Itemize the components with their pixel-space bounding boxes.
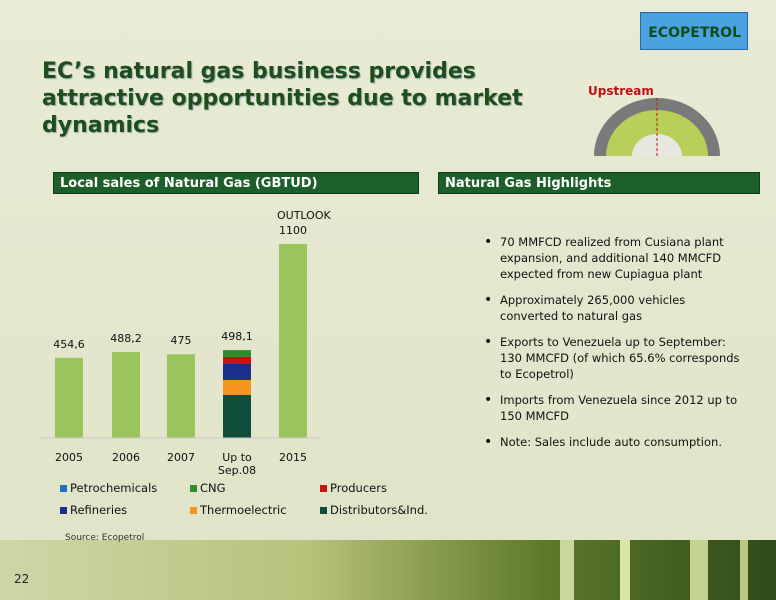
bar [112,351,140,438]
legend-swatch [190,507,197,514]
highlights-header: Natural Gas Highlights [438,172,760,194]
forest-strip [0,540,776,600]
legend-swatch [320,485,327,492]
highlights-list: 70 MMFCD realized from Cusiana plant exp… [484,234,746,460]
value-label: 498,1 [221,330,253,344]
highlight-item: Approximately 265,000 vehicles converted… [484,292,746,324]
stack-segment [223,356,251,364]
x-tick-label: Up to Sep.08 [217,451,257,477]
x-tick-label: 2006 [112,451,140,464]
legend-swatch [60,485,67,492]
x-tick-label: 2005 [55,451,83,464]
legend-label: Refineries [70,503,128,517]
highlight-item: 70 MMFCD realized from Cusiana plant exp… [484,234,746,282]
x-tick-label: 2007 [167,451,195,464]
value-label: 1100 [279,224,307,237]
value-label: 488,2 [110,331,142,345]
legend-swatch [320,507,327,514]
stack-segment [223,394,251,438]
x-tick-label: 2015 [279,451,307,464]
legend-label: Thermoelectric [200,503,287,517]
bar [167,354,195,438]
upstream-dial [594,98,720,156]
legend-label: Distributors&Ind. [330,503,428,517]
logo: ECOPETROL [640,12,748,50]
annotation: OUTLOOK [277,209,331,222]
highlight-item: Note: Sales include auto consumption. [484,434,746,450]
page-number: 22 [14,572,30,586]
value-label: 454,6 [53,337,85,351]
chart-title: Local sales of Natural Gas (GBTUD) [53,172,419,194]
section-label: Upstream [588,84,654,98]
legend-label: CNG [200,481,226,495]
highlight-item: Imports from Venezuela since 2012 up to … [484,392,746,424]
stack-segment [223,379,251,395]
stack-segment [223,350,251,357]
source: Source: Ecopetrol [65,533,145,543]
stack-segment [223,363,251,380]
slide-title: EC’s natural gas business provides attra… [42,59,523,138]
highlight-item: Exports to Venezuela up to September: 13… [484,334,746,382]
bar [55,357,83,438]
legend-label: Producers [330,481,387,495]
chart [40,244,327,514]
legend-swatch [60,507,67,514]
legend-label: Petrochemicals [70,481,158,495]
legend-swatch [190,485,197,492]
bar [279,244,307,438]
value-label: 475 [170,334,192,348]
